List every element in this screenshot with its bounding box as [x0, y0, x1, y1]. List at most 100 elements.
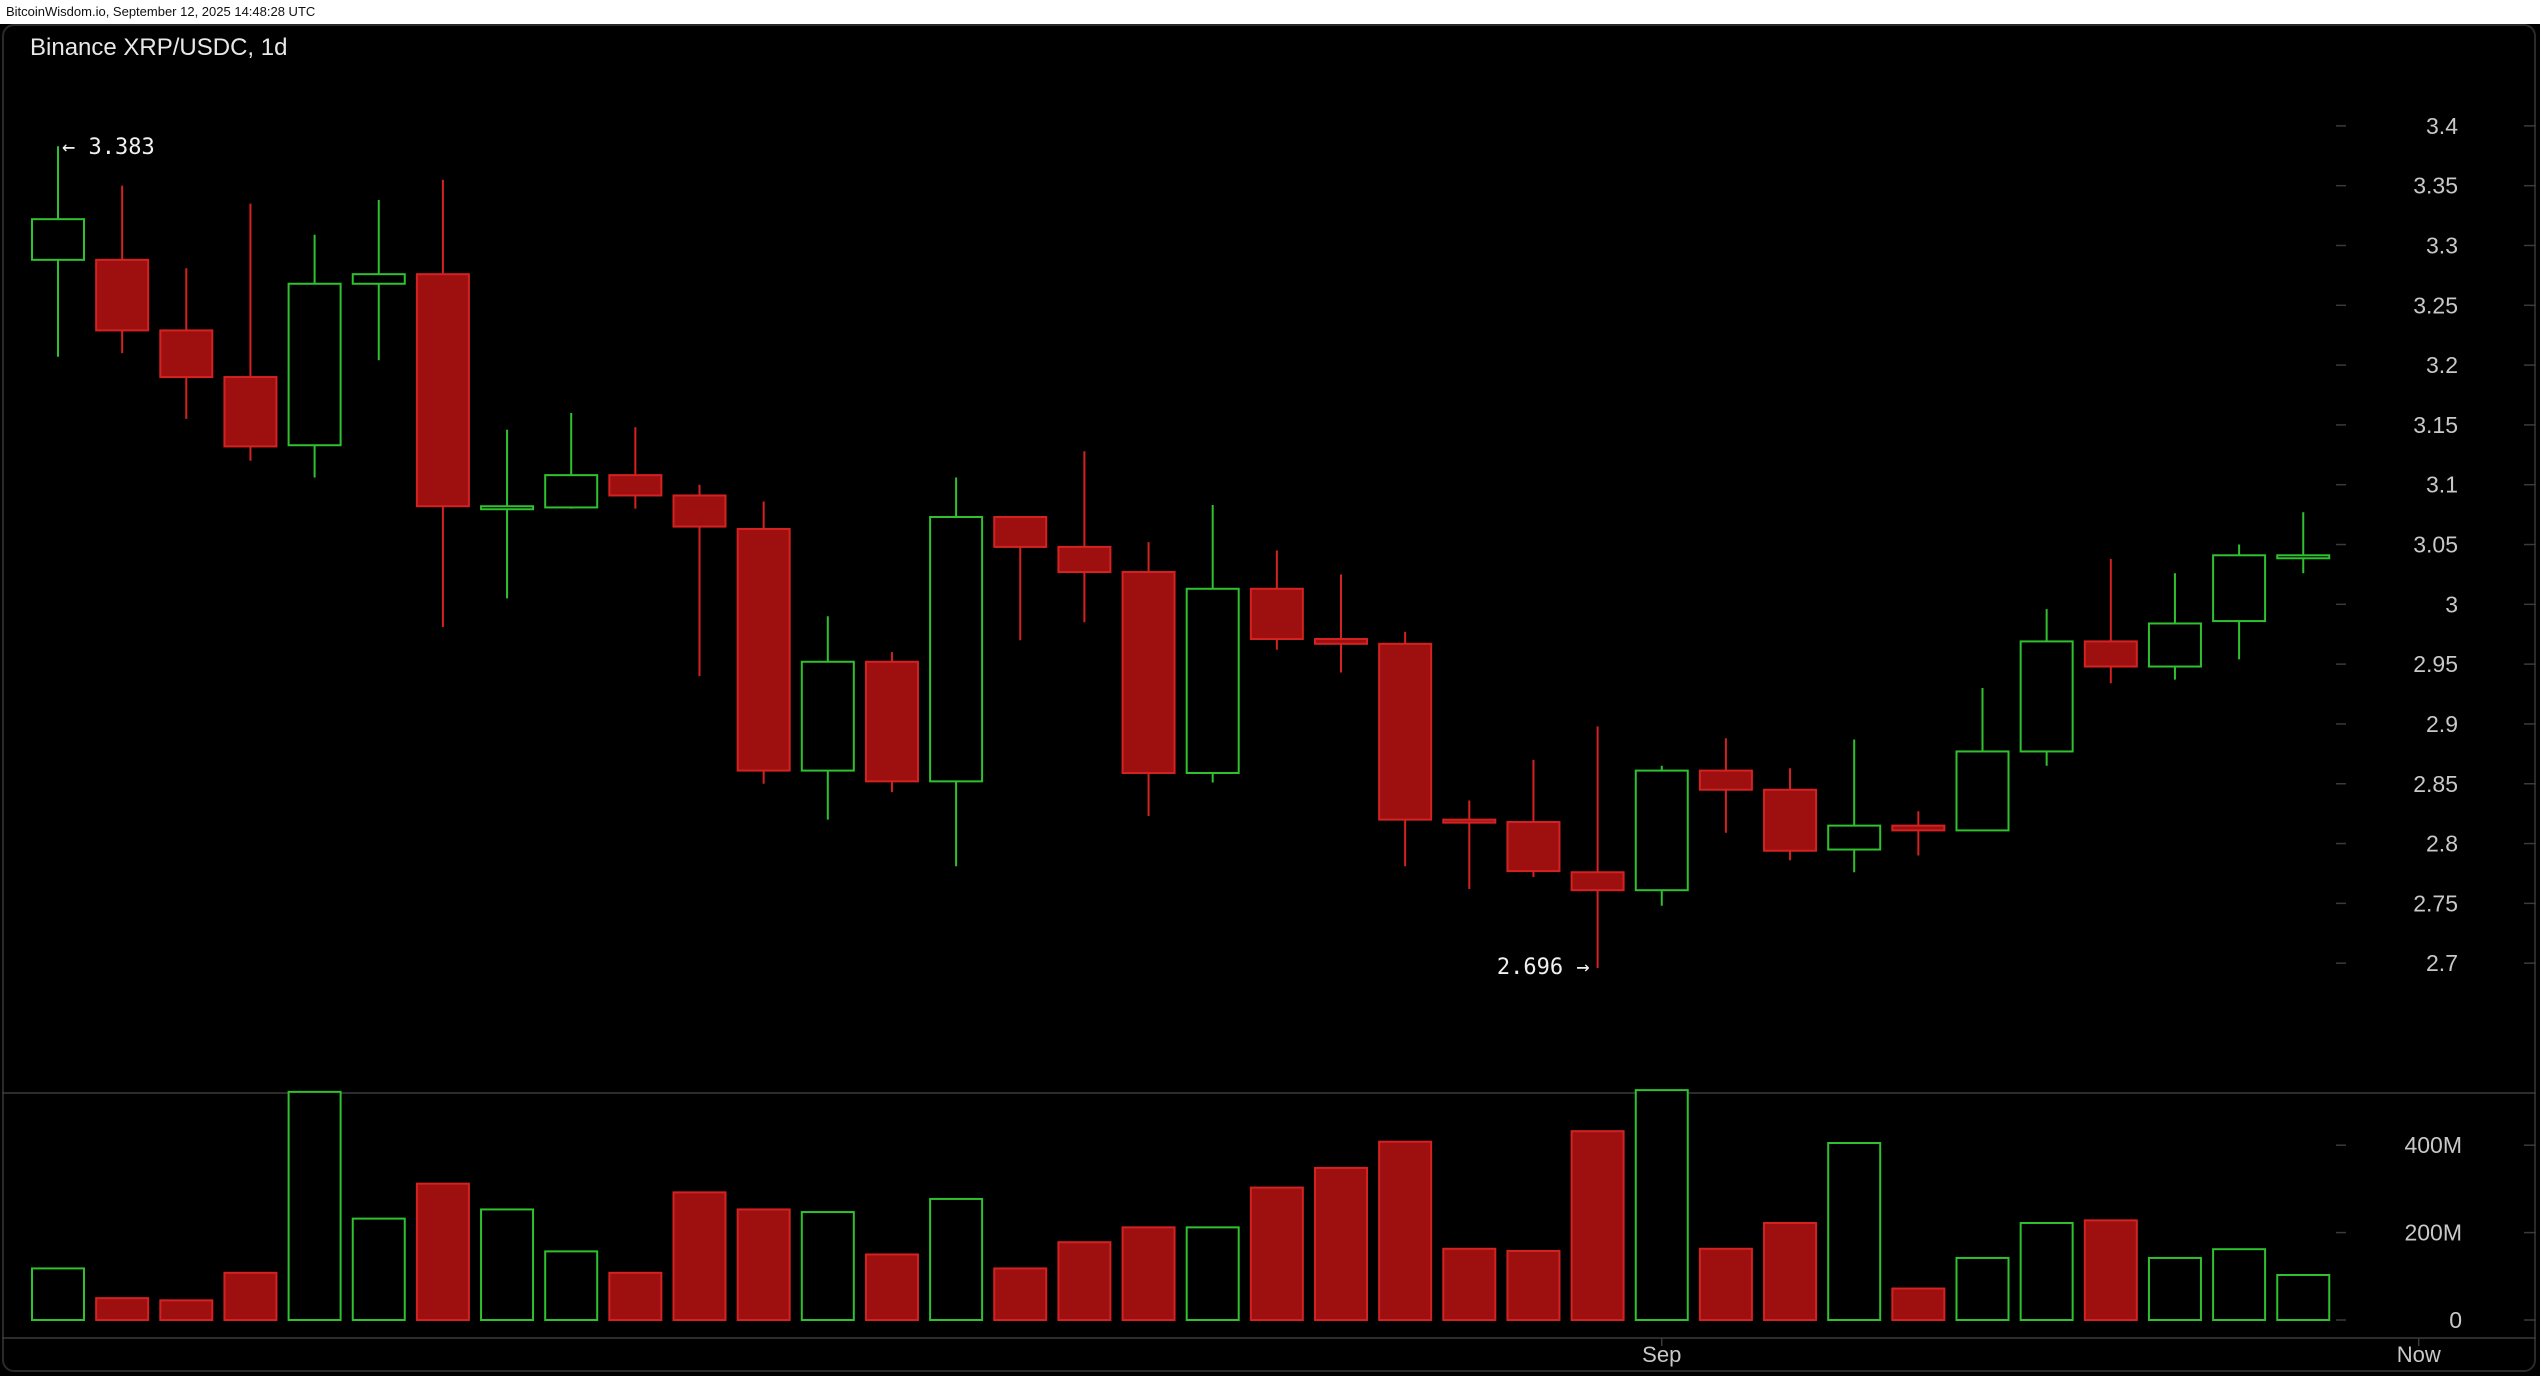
volume-bar[interactable]: [1057, 1241, 1112, 1321]
candle[interactable]: [351, 200, 406, 361]
volume-bar[interactable]: [800, 1211, 855, 1322]
candle[interactable]: [1185, 505, 1240, 783]
volume-bar[interactable]: [1121, 1226, 1176, 1321]
volume-bar[interactable]: [1249, 1186, 1304, 1321]
volume-bar[interactable]: [159, 1299, 214, 1322]
price-tick-label: 3.25: [2413, 292, 2458, 318]
volume-bar[interactable]: [993, 1267, 1048, 1322]
candle[interactable]: [608, 427, 663, 509]
candle[interactable]: [1891, 811, 1946, 856]
candle[interactable]: [800, 616, 855, 820]
candle-body: [2276, 554, 2331, 560]
candle[interactable]: [1314, 574, 1368, 673]
volume-bar[interactable]: [1891, 1287, 1946, 1321]
volume-bar[interactable]: [1442, 1247, 1497, 1321]
candle[interactable]: [1378, 631, 1433, 867]
candle[interactable]: [929, 477, 984, 867]
candles-layer: [31, 146, 2331, 968]
volume-bar[interactable]: [544, 1250, 599, 1321]
volume-bar[interactable]: [1698, 1247, 1753, 1321]
candle[interactable]: [31, 146, 85, 357]
candle[interactable]: [1827, 739, 1882, 873]
candle[interactable]: [1121, 542, 1176, 817]
candle[interactable]: [415, 179, 470, 628]
volume-bar[interactable]: [929, 1197, 984, 1322]
candle[interactable]: [480, 429, 535, 599]
volume-bar[interactable]: [287, 1090, 342, 1322]
volume-bar[interactable]: [1827, 1142, 1882, 1321]
candle[interactable]: [1057, 451, 1112, 623]
candle-body: [1442, 818, 1497, 824]
volume-bar[interactable]: [2083, 1219, 2138, 1322]
candle[interactable]: [95, 185, 150, 354]
volume-bar[interactable]: [223, 1271, 278, 1322]
volume-bar[interactable]: [31, 1267, 85, 1322]
candle[interactable]: [2147, 573, 2202, 680]
volume-tick-label: 400M: [2404, 1132, 2462, 1158]
candle[interactable]: [1442, 800, 1497, 890]
candle[interactable]: [1698, 738, 1753, 833]
volume-bar[interactable]: [1955, 1256, 2010, 1322]
volume-bar[interactable]: [351, 1217, 406, 1322]
volume-bar[interactable]: [2212, 1248, 2267, 1321]
candle[interactable]: [2083, 558, 2138, 684]
volume-bar[interactable]: [1570, 1130, 1625, 1321]
candle-body: [95, 258, 150, 332]
volume-bar[interactable]: [95, 1297, 150, 1322]
candle[interactable]: [2019, 609, 2074, 766]
volume-bar[interactable]: [2276, 1273, 2331, 1322]
price-axis: 3.4 3.35 3.3 3.25 3.2 3.15 3.1 3.05 3 2.95 2.9 2.85…: [2336, 113, 2536, 976]
candle[interactable]: [1763, 768, 1818, 861]
volume-bar[interactable]: [1314, 1166, 1368, 1322]
price-tick-label: 2.95: [2413, 651, 2458, 677]
candle[interactable]: [159, 268, 214, 419]
candle-body: [480, 505, 535, 511]
candle[interactable]: [544, 412, 599, 509]
candle[interactable]: [2212, 544, 2267, 660]
price-tick-label: 3.35: [2413, 173, 2458, 199]
candle[interactable]: [1506, 759, 1561, 878]
candle[interactable]: [1634, 765, 1689, 906]
x-tick-label: Now: [2397, 1342, 2441, 1367]
volume-bar[interactable]: [1506, 1249, 1561, 1321]
volume-bar[interactable]: [415, 1182, 470, 1321]
candle[interactable]: [1955, 688, 2010, 832]
x-axis: Sep Now: [1642, 1338, 2441, 1367]
low-price-annotation: 2.696 →: [1497, 955, 1590, 980]
candle-body: [1763, 788, 1818, 852]
annotations-layer: ← 3.383 2.696 →: [62, 135, 1590, 980]
candle[interactable]: [287, 234, 342, 478]
price-tick-label: 2.9: [2426, 711, 2458, 737]
volume-bar[interactable]: [608, 1271, 663, 1322]
candle[interactable]: [1570, 726, 1625, 968]
volume-bar[interactable]: [2147, 1256, 2202, 1322]
candle-body: [1955, 750, 2010, 832]
candle[interactable]: [672, 484, 727, 677]
candle-body: [1827, 824, 1882, 851]
volume-bar[interactable]: [480, 1208, 535, 1322]
volume-tick-label: 200M: [2404, 1220, 2462, 1246]
candle[interactable]: [1249, 550, 1304, 650]
volume-bars-layer: [31, 1089, 2331, 1322]
volume-bar[interactable]: [1185, 1226, 1240, 1321]
volume-bar[interactable]: [672, 1191, 727, 1321]
price-tick-label: 2.7: [2426, 950, 2458, 976]
candle[interactable]: [223, 203, 278, 461]
volume-bar[interactable]: [1634, 1089, 1689, 1322]
candle[interactable]: [2276, 512, 2331, 574]
chart-title: Binance XRP/USDC, 1d: [30, 34, 288, 61]
volume-bar[interactable]: [2019, 1221, 2074, 1322]
candle[interactable]: [736, 501, 791, 784]
volume-bar[interactable]: [1763, 1221, 1818, 1322]
volume-bar[interactable]: [736, 1208, 791, 1322]
volume-bar[interactable]: [864, 1253, 919, 1322]
candle[interactable]: [864, 652, 919, 793]
volume-bar[interactable]: [1378, 1140, 1433, 1321]
candle-body: [415, 273, 470, 508]
top-strip: BitcoinWisdom.io, September 12, 2025 14:…: [0, 0, 2540, 24]
candle-body: [2212, 554, 2267, 623]
candle-body: [1698, 769, 1753, 791]
candle[interactable]: [993, 516, 1048, 641]
x-tick-label: Sep: [1642, 1342, 1681, 1367]
